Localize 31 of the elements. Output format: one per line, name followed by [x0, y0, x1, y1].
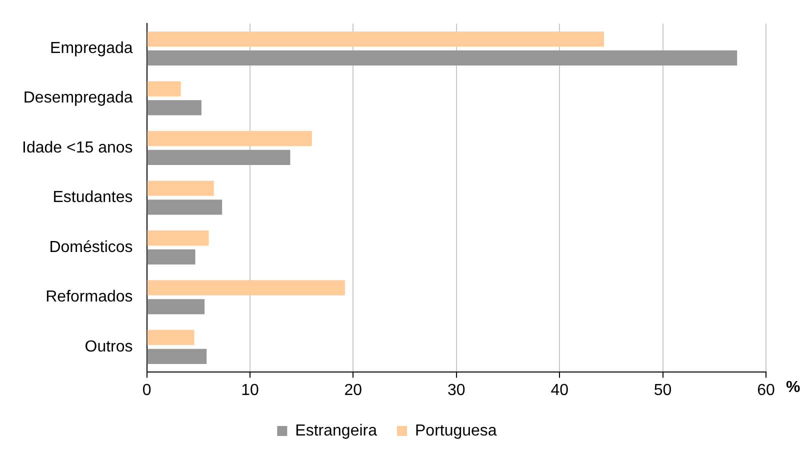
bar: [147, 330, 194, 346]
x-tick-label: 60: [757, 382, 775, 399]
bar: [147, 348, 207, 364]
y-tick-label: Reformados: [46, 288, 133, 306]
bar: [147, 299, 205, 314]
x-tick-label: 40: [550, 382, 569, 399]
x-tick-label: 0: [142, 382, 152, 399]
x-tick-label: 20: [344, 382, 362, 399]
y-tick-label: Domésticos: [49, 238, 133, 256]
legend-label: Portuguesa: [414, 422, 497, 440]
y-tick-label: Outros: [84, 338, 133, 356]
y-tick-label: Empregada: [50, 40, 133, 57]
x-tick-label: 50: [654, 382, 672, 399]
x-tick-label: 30: [447, 382, 466, 399]
bar: [147, 200, 222, 215]
bar: [147, 130, 312, 146]
y-tick-label: Idade <15 anos: [22, 139, 133, 156]
y-tick-label: Desempregada: [23, 90, 133, 107]
x-tick-label: 10: [241, 382, 259, 399]
bar: [147, 230, 209, 246]
bar: [147, 280, 345, 296]
bar: [147, 180, 214, 196]
legend-label: Estrangeira: [295, 422, 378, 440]
x-axis-title: %: [786, 379, 800, 396]
bar: [147, 31, 604, 47]
bar: [147, 81, 181, 96]
bar: [147, 100, 202, 116]
y-tick-label: Estudantes: [52, 189, 133, 206]
bar: [147, 50, 738, 66]
bar: [147, 249, 196, 264]
bar: [147, 150, 290, 165]
